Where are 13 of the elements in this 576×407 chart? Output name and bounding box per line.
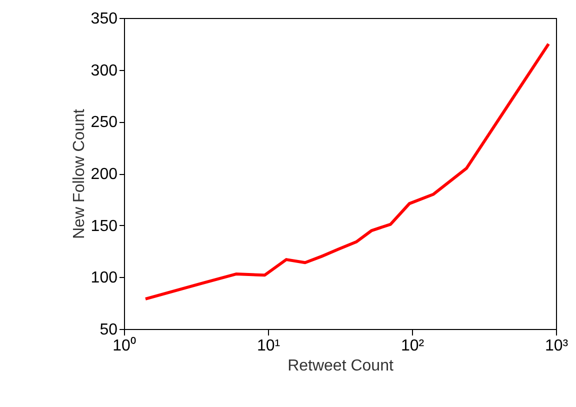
x-axis-title: Retweet Count — [288, 358, 394, 374]
y-tick-label: 50 — [100, 322, 118, 338]
x-tick-label: 10⁰ — [112, 336, 136, 354]
y-tick-label: 250 — [90, 114, 118, 132]
y-tick-label: 200 — [90, 166, 118, 183]
x-tick-label: 10² — [400, 338, 425, 354]
y-tick-label: 150 — [90, 218, 118, 235]
y-tick-label: 300 — [90, 62, 118, 80]
y-tick-label: 100 — [90, 270, 118, 287]
x-tick-label: 10¹ — [256, 338, 280, 354]
y-axis-title: New Follow Count — [70, 108, 88, 239]
x-tick-label: 10³ — [544, 338, 569, 354]
y-tick-label: 350 — [90, 10, 118, 28]
